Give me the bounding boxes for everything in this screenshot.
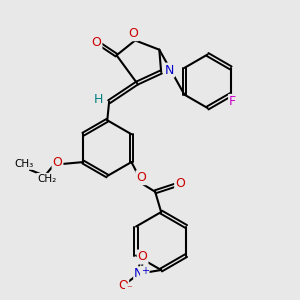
Text: F: F <box>229 95 236 108</box>
Text: CH₂: CH₂ <box>37 174 56 184</box>
Text: O: O <box>136 171 146 184</box>
Text: CH₃: CH₃ <box>15 159 34 169</box>
Text: N: N <box>165 64 174 76</box>
Text: O: O <box>118 279 128 292</box>
Text: O: O <box>175 177 185 190</box>
Text: O: O <box>92 37 101 50</box>
Text: H: H <box>94 93 104 106</box>
Text: N: N <box>134 267 143 280</box>
Text: O: O <box>128 27 138 40</box>
Text: ⁻: ⁻ <box>126 284 132 294</box>
Text: +: + <box>141 266 149 277</box>
Text: O: O <box>52 156 62 169</box>
Text: O: O <box>138 250 148 263</box>
